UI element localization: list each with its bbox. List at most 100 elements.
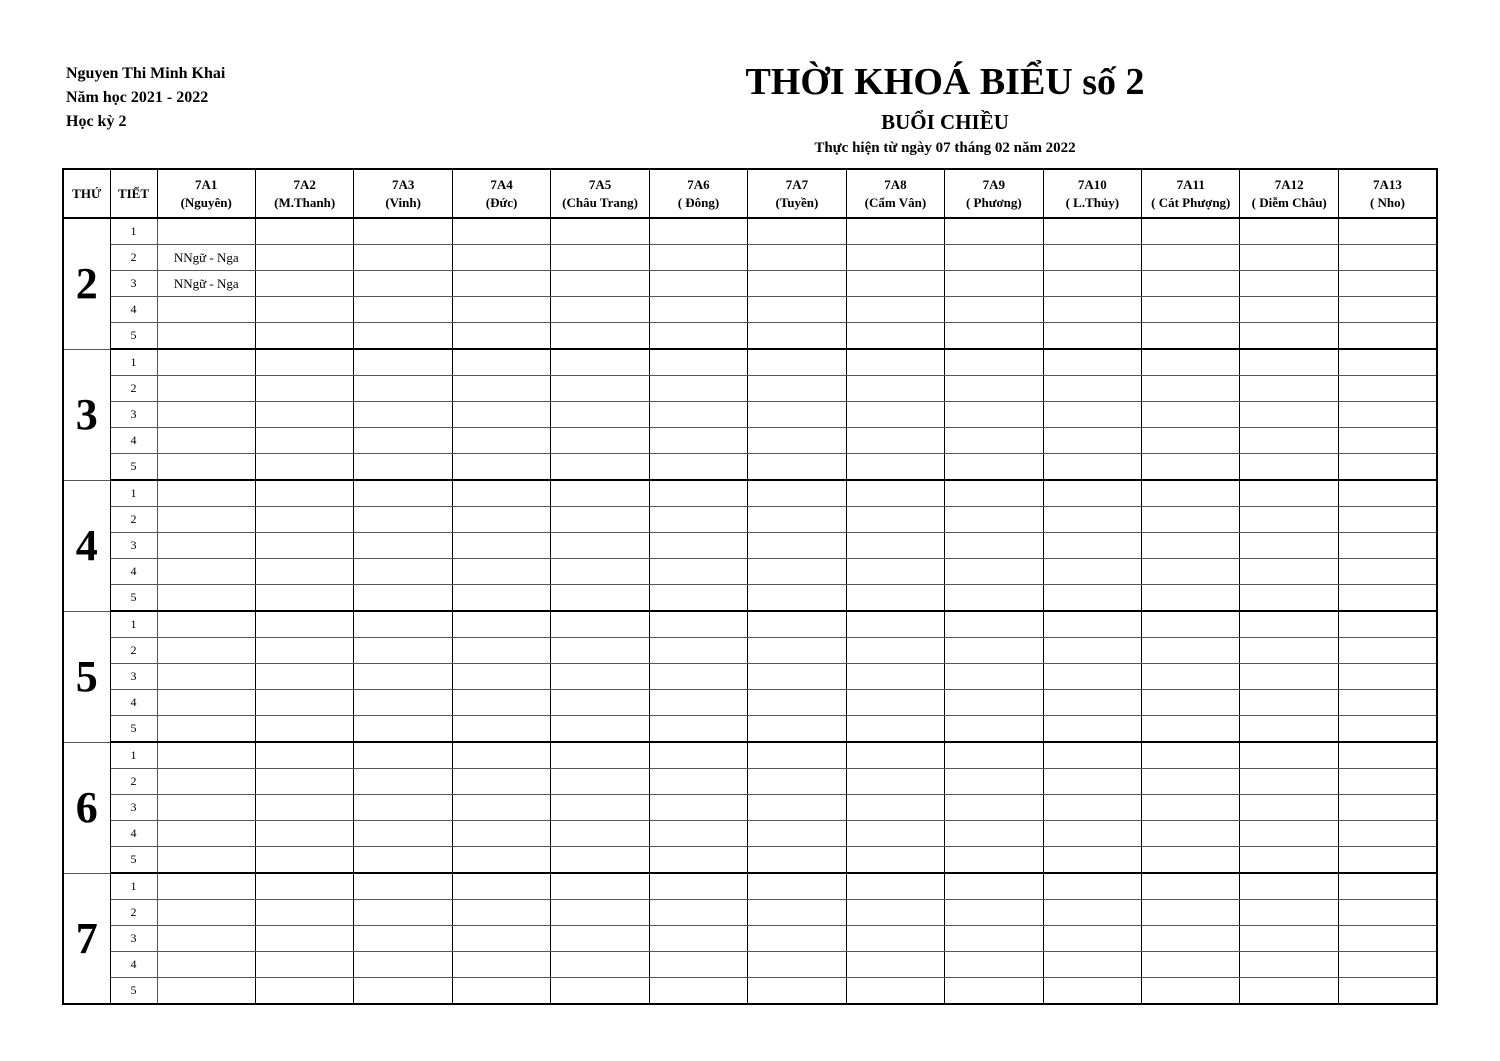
class-header: 7A4 (Đức)	[451, 168, 552, 219]
class-name: 7A6	[687, 176, 710, 192]
schedule-cell	[1141, 453, 1241, 481]
schedule-cell	[254, 479, 355, 507]
schedule-cell	[747, 768, 847, 795]
schedule-cell	[648, 794, 749, 821]
schedule-cell	[156, 558, 256, 585]
schedule-cell	[254, 610, 355, 638]
period-label: 5	[109, 584, 158, 612]
schedule-cell	[451, 794, 552, 821]
table-row: 2	[63, 506, 1438, 533]
period-label: 5	[109, 715, 158, 743]
schedule-cell	[1141, 532, 1241, 559]
schedule-cell	[550, 401, 650, 428]
day-label: 7	[62, 872, 111, 1005]
schedule-cell	[156, 689, 256, 716]
schedule-cell	[944, 270, 1044, 297]
period-label: 1	[109, 217, 158, 245]
schedule-cell	[1337, 348, 1438, 376]
schedule-cell	[254, 375, 355, 402]
schedule-cell	[845, 401, 946, 428]
schedule-cell	[156, 741, 256, 769]
period-label: 5	[109, 846, 158, 874]
schedule-cell	[1141, 663, 1241, 690]
effective-date: Thực hiện từ ngày 07 tháng 02 năm 2022	[814, 140, 1076, 156]
schedule-cell	[254, 453, 355, 481]
table-row: 2 NNgữ - Nga	[63, 244, 1438, 271]
table-row: 2	[63, 899, 1438, 926]
schedule-cell	[1239, 741, 1339, 769]
schedule-cell	[1239, 820, 1339, 847]
schedule-cell	[451, 689, 552, 716]
class-name: 7A10	[1077, 176, 1107, 192]
period-label: 2	[109, 506, 158, 533]
period-label: 4	[109, 820, 158, 847]
schedule-cell	[1239, 689, 1339, 716]
schedule-cell	[550, 506, 650, 533]
schedule-cell	[550, 453, 650, 481]
schedule-cell	[1141, 846, 1241, 874]
schedule-cell	[1337, 689, 1438, 716]
schedule-cell	[451, 296, 552, 323]
schedule-cell	[1042, 820, 1143, 847]
schedule-cell	[353, 244, 453, 271]
schedule-cell	[550, 217, 650, 245]
schedule-cell	[1141, 244, 1241, 271]
schedule-cell	[451, 768, 552, 795]
schedule-cell	[1042, 217, 1143, 245]
table-row: 5	[63, 322, 1438, 350]
schedule-cell	[1141, 951, 1241, 978]
schedule-cell	[353, 270, 453, 297]
schedule-cell	[254, 925, 355, 952]
schedule-cell	[747, 820, 847, 847]
schedule-cell	[156, 584, 256, 612]
schedule-cell	[1337, 637, 1438, 664]
schedule-cell	[1141, 427, 1241, 454]
schedule-cell	[353, 768, 453, 795]
schedule-cell	[845, 375, 946, 402]
schedule-cell	[1239, 217, 1339, 245]
schedule-cell	[747, 663, 847, 690]
schedule-cell	[648, 558, 749, 585]
schedule-cell	[845, 820, 946, 847]
schedule-cell	[550, 794, 650, 821]
class-name: 7A12	[1274, 176, 1304, 192]
schedule-cell	[747, 270, 847, 297]
schedule-cell	[845, 270, 946, 297]
schedule-cell	[747, 977, 847, 1005]
schedule-cell	[353, 427, 453, 454]
schedule-cell	[1239, 322, 1339, 350]
schedule-cell	[944, 794, 1044, 821]
schedule-cell	[451, 217, 552, 245]
schedule-cell	[353, 348, 453, 376]
schedule-cell	[1042, 427, 1143, 454]
schedule-cell	[944, 401, 1044, 428]
schedule-cell	[451, 453, 552, 481]
schedule-cell	[353, 506, 453, 533]
schedule-cell	[1042, 296, 1143, 323]
class-teacher: (Vinh)	[385, 194, 421, 210]
schedule-cell	[747, 217, 847, 245]
schedule-cell	[944, 558, 1044, 585]
period-label: 4	[109, 427, 158, 454]
schedule-cell	[353, 741, 453, 769]
schedule-cell	[648, 689, 749, 716]
day-label: 2	[62, 217, 111, 350]
schedule-cell	[648, 584, 749, 612]
schedule-cell	[156, 899, 256, 926]
schedule-cell	[944, 506, 1044, 533]
schedule-cell	[1141, 977, 1241, 1005]
period-label: 1	[109, 872, 158, 900]
schedule-cell	[254, 820, 355, 847]
period-header: TIẾT	[109, 168, 158, 219]
schedule-cell	[747, 427, 847, 454]
header-row: THỨ TIẾT 7A1 (Nguyên) 7A2 (M.Thanh) 7A3 (Vinh…	[62, 168, 1438, 219]
table-row: 3	[63, 794, 1438, 821]
schedule-cell	[1239, 637, 1339, 664]
schedule-cell	[944, 899, 1044, 926]
table-row: 3	[63, 925, 1438, 952]
schedule-cell	[1042, 768, 1143, 795]
table-row: 2	[63, 768, 1438, 795]
schedule-cell	[747, 532, 847, 559]
schedule-cell	[747, 401, 847, 428]
